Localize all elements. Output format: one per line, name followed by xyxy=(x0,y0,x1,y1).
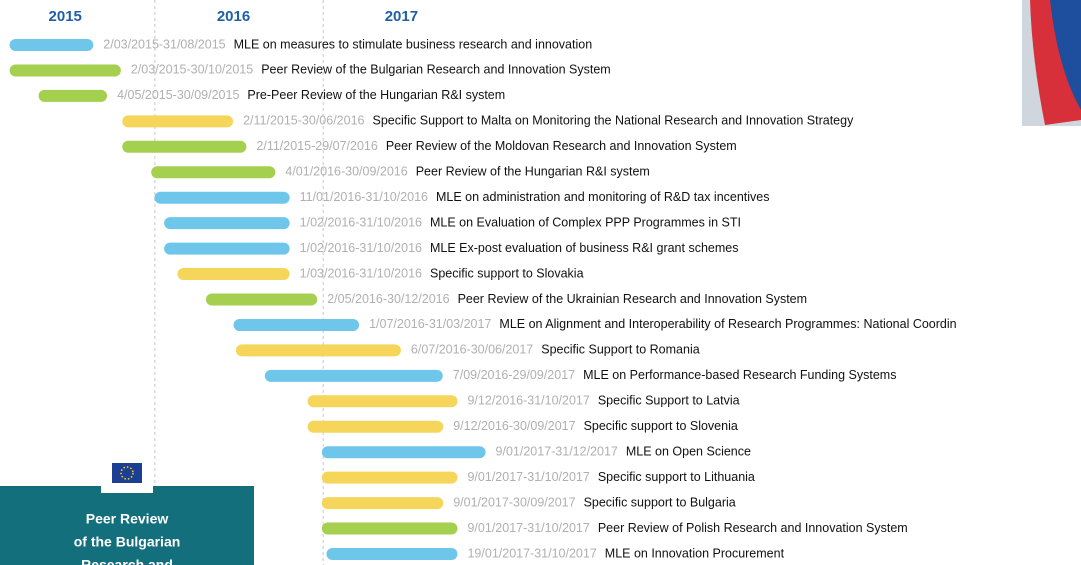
year-label: 2015 xyxy=(49,8,82,25)
task-name: Peer Review of Polish Research and Innov… xyxy=(598,521,908,535)
task-name: MLE Ex-post evaluation of business R&I g… xyxy=(430,241,738,255)
task-name: Pre-Peer Review of the Hungarian R&I sys… xyxy=(247,88,505,102)
task-name: MLE on Alignment and Interoperability of… xyxy=(499,317,956,331)
date-range: 2/11/2015-30/06/2016 xyxy=(243,114,364,128)
bar xyxy=(164,217,290,229)
bar xyxy=(164,243,290,255)
bar xyxy=(236,344,401,356)
task-name: Peer Review of the Moldovan Research and… xyxy=(386,139,737,153)
cover: Peer Review of the Bulgarian Research an… xyxy=(0,459,254,565)
bar xyxy=(177,268,289,280)
date-range: 1/02/2016-31/10/2016 xyxy=(300,215,422,229)
date-range: 2/03/2015-31/08/2015 xyxy=(103,37,225,51)
date-range: 9/12/2016-30/09/2017 xyxy=(453,419,575,433)
task-name: MLE on Performance-based Research Fundin… xyxy=(583,368,896,382)
year-label: 2016 xyxy=(217,8,250,25)
cover-line: of the Bulgarian xyxy=(74,534,181,550)
date-range: 2/11/2015-29/07/2016 xyxy=(256,139,377,153)
bar xyxy=(122,115,233,127)
bar xyxy=(10,64,121,76)
task-name: Specific Support to Malta on Monitoring … xyxy=(372,114,854,128)
bar xyxy=(322,523,458,535)
bar xyxy=(308,395,458,407)
date-range: 6/07/2016-30/06/2017 xyxy=(411,343,533,357)
task-name: MLE on administration and monitoring of … xyxy=(436,190,770,204)
date-range: 1/02/2016-31/10/2016 xyxy=(300,241,422,255)
flag-photo xyxy=(1022,0,1081,126)
bar xyxy=(234,319,360,331)
cover-line: Peer Review xyxy=(86,511,169,527)
bar xyxy=(322,497,443,509)
year-label: 2017 xyxy=(385,8,418,25)
date-range: 2/05/2016-30/12/2016 xyxy=(327,292,449,306)
task-name: MLE on Evaluation of Complex PPP Program… xyxy=(430,215,741,229)
date-range: 11/01/2016-31/10/2016 xyxy=(300,190,428,204)
task-name: Peer Review of the Bulgarian Research an… xyxy=(261,63,611,77)
task-name: Peer Review of the Hungarian R&I system xyxy=(416,165,650,179)
task-name: Specific support to Slovenia xyxy=(584,419,738,433)
date-range: 1/03/2016-31/10/2016 xyxy=(300,266,422,280)
timeline: 2015 2016 2017 2/03/2015-31/08/2015 MLE on … xyxy=(0,0,1081,565)
bar xyxy=(206,294,317,306)
date-range: 9/12/2016-31/10/2017 xyxy=(467,394,589,408)
date-range: 19/01/2017-31/10/2017 xyxy=(467,546,596,560)
date-range: 9/01/2017-30/09/2017 xyxy=(453,495,575,509)
bar xyxy=(265,370,443,382)
date-range: 1/07/2016-31/03/2017 xyxy=(369,317,491,331)
task-name: Specific Support to Romania xyxy=(541,343,699,357)
bar xyxy=(154,192,289,204)
date-range: 9/01/2017-31/10/2017 xyxy=(467,521,589,535)
date-range: 9/01/2017-31/10/2017 xyxy=(467,470,589,484)
bar xyxy=(322,446,486,458)
date-range: 9/01/2017-31/12/2017 xyxy=(496,444,618,458)
task-name: Specific support to Slovakia xyxy=(430,266,584,280)
cover-line: Research and xyxy=(81,557,173,565)
bar xyxy=(122,141,246,153)
task-name: MLE on Innovation Procurement xyxy=(605,546,785,560)
bar xyxy=(326,548,457,560)
bar xyxy=(10,39,94,51)
date-range: 4/05/2015-30/09/2015 xyxy=(117,88,239,102)
task-name: Specific Support to Latvia xyxy=(598,394,740,408)
bar xyxy=(308,421,444,433)
bar xyxy=(151,166,275,178)
task-name: MLE on measures to stimulate business re… xyxy=(234,37,593,51)
bar xyxy=(322,472,458,484)
date-range: 4/01/2016-30/09/2016 xyxy=(285,165,407,179)
task-name: Specific support to Lithuania xyxy=(598,470,755,484)
bar xyxy=(39,90,108,102)
date-range: 2/03/2015-30/10/2015 xyxy=(131,63,253,77)
task-name: MLE on Open Science xyxy=(626,444,751,458)
date-range: 7/09/2016-29/09/2017 xyxy=(453,368,575,382)
task-name: Peer Review of the Ukrainian Research an… xyxy=(458,292,808,306)
task-name: Specific support to Bulgaria xyxy=(584,495,736,509)
